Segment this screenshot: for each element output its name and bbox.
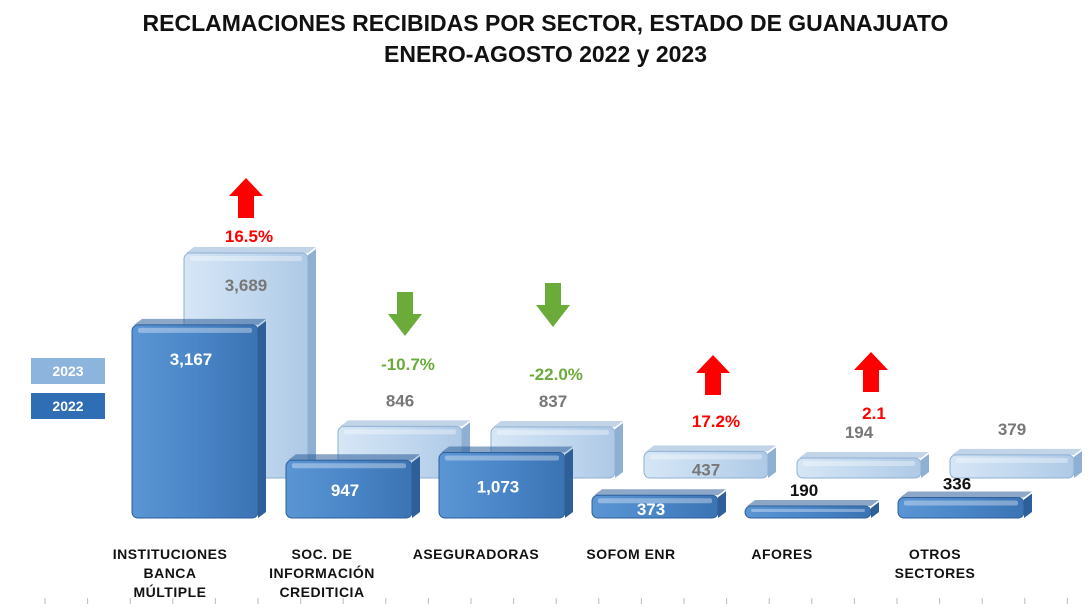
bar-2023 <box>949 448 1082 479</box>
change-label: -10.7% <box>381 355 435 374</box>
category-label-line: AFORES <box>751 546 813 562</box>
down-arrow-icon <box>536 283 570 327</box>
value-label-2022: 3,167 <box>170 350 213 369</box>
category-label: AFORES <box>707 545 857 564</box>
category-label-line: ASEGURADORAS <box>412 546 540 562</box>
change-label: 2.1 <box>862 404 886 423</box>
bar-2023 <box>796 452 929 479</box>
change-marker: 17.2% <box>692 355 740 431</box>
value-label-2023: 437 <box>692 460 720 479</box>
bar-2023 <box>643 445 776 479</box>
change-marker: 16.5% <box>225 178 273 246</box>
category-label: SOC. DE INFORMACIÓN CREDITICIA <box>247 545 397 602</box>
category-label: INSTITUCIONES BANCA MÚLTIPLE <box>95 545 245 602</box>
value-label-2023: 837 <box>539 392 567 411</box>
bar-2022 <box>591 489 726 519</box>
legend-2023: 2023 <box>31 358 105 384</box>
category-label-line: SOFOM ENR <box>586 546 676 562</box>
change-label: 17.2% <box>692 412 740 431</box>
category-label-line: INSTITUCIONES <box>112 546 228 562</box>
category-label: OTROS SECTORES <box>860 545 1010 583</box>
value-label-2023: 194 <box>845 423 874 442</box>
chart-title: RECLAMACIONES RECIBIDAS POR SECTOR, ESTA… <box>0 8 1091 70</box>
bars-2023 <box>183 246 1082 479</box>
value-label-2023: 379 <box>998 420 1026 439</box>
category-label-line: INFORMACIÓN <box>269 565 375 581</box>
value-labels: 3,689 846 837 437 194 379 3,167 947 1,073 373 190 3… <box>170 276 1026 519</box>
change-markers: 16.5% -10.7% -22.0% 17.2% 2.1 <box>225 178 888 431</box>
value-label-2022: 947 <box>331 481 359 500</box>
bar-2022 <box>744 500 879 519</box>
bars-2022 <box>131 318 1032 519</box>
value-label-2022: 190 <box>790 481 818 500</box>
category-label-line: SOC. DE <box>291 546 353 562</box>
change-marker: -10.7% <box>381 292 435 374</box>
value-label-2022: 1,073 <box>477 477 520 496</box>
chart-title-line: RECLAMACIONES RECIBIDAS POR SECTOR, ESTA… <box>142 10 949 36</box>
category-label-line: OTROS <box>908 546 962 562</box>
change-label: -22.0% <box>529 365 583 384</box>
change-label: 16.5% <box>225 227 273 246</box>
category-label: SOFOM ENR <box>556 545 706 564</box>
value-label-2022: 336 <box>943 475 971 494</box>
value-label-2022: 373 <box>637 500 665 519</box>
chart-subtitle-line: ENERO-AGOSTO 2022 y 2023 <box>384 41 707 67</box>
category-label-line: CREDITICIA <box>279 584 365 600</box>
value-label-2023: 3,689 <box>225 276 268 295</box>
up-arrow-icon <box>854 352 888 392</box>
bar-2022 <box>438 446 573 519</box>
bar-2022 <box>285 454 420 519</box>
category-label-line: SECTORES <box>894 565 976 581</box>
category-label: ASEGURADORAS <box>401 545 551 564</box>
change-marker: -22.0% <box>529 283 583 384</box>
legend-2022: 2022 <box>31 393 105 419</box>
category-label-line: BANCA <box>143 565 197 581</box>
down-arrow-icon <box>388 292 422 336</box>
bar-2022 <box>897 491 1032 519</box>
bar-2022 <box>131 318 266 519</box>
x-axis-ticks <box>44 598 1068 604</box>
change-marker: 2.1 <box>854 352 888 423</box>
value-label-2023: 846 <box>386 391 414 410</box>
up-arrow-icon <box>696 355 730 395</box>
category-label-line: MÚLTIPLE <box>133 584 207 600</box>
up-arrow-icon <box>229 178 263 218</box>
